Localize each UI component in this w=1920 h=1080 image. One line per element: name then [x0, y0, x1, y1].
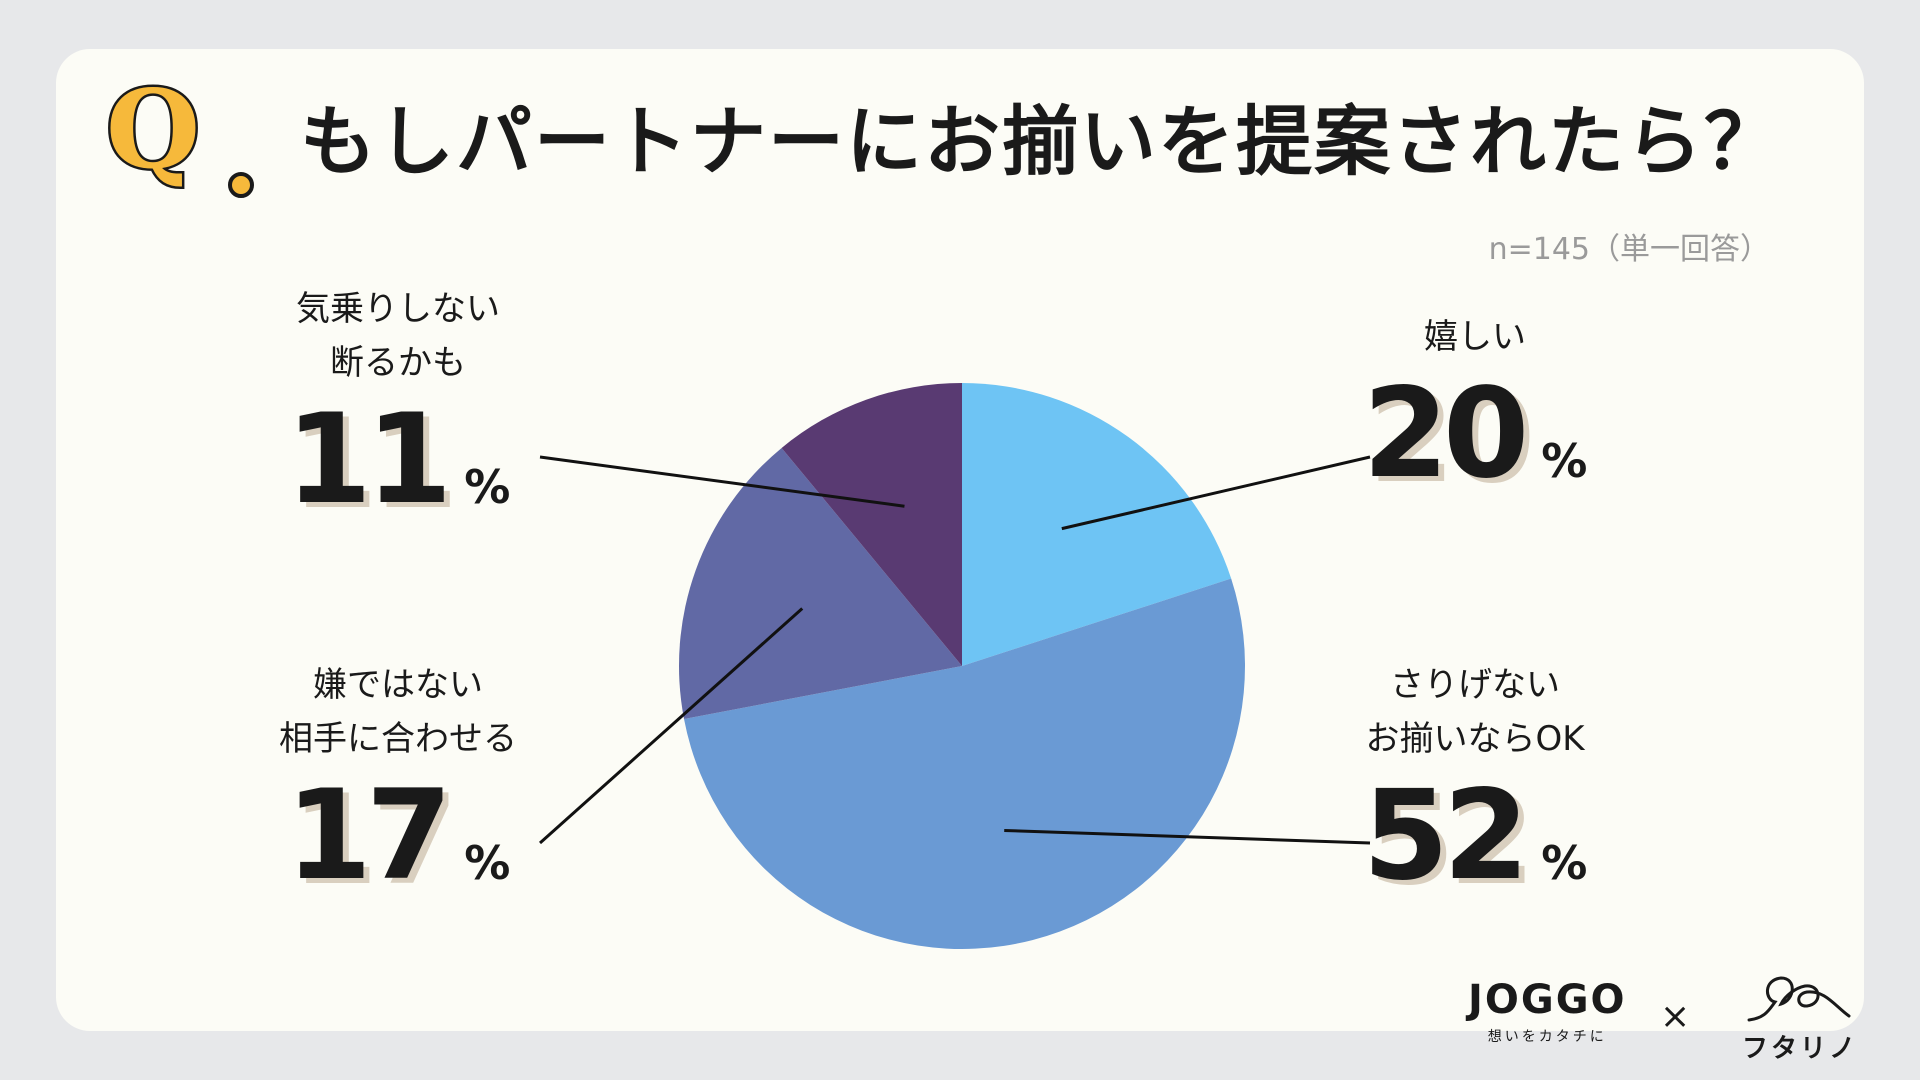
joggo-brand: JOGGO	[1468, 977, 1627, 1023]
futarino-rings-icon	[1747, 976, 1851, 1022]
percent-sign: %	[464, 460, 511, 514]
slice-percent-value: 52	[1362, 764, 1530, 908]
slice-label-text: 嬉しい	[1424, 317, 1526, 357]
slice-percent-value: 17	[285, 764, 453, 908]
joggo-logo: JOGGO 想いをカタチに	[1468, 980, 1627, 1046]
question-letter: Q	[103, 67, 202, 193]
futarino-logo: フタリノ	[1740, 970, 1860, 1070]
question-marker: Q	[103, 74, 256, 202]
sample-size-note: n=145（単一回答）	[1488, 232, 1770, 267]
pie-slice-ureshii	[962, 383, 1232, 666]
slice-label-ureshii: 嬉しい 20 %	[1360, 310, 1590, 496]
joggo-tagline: 想いをカタチに	[1487, 1029, 1607, 1045]
slice-percent-value: 11	[285, 388, 453, 532]
leader-line-sarigenai	[1004, 828, 1371, 845]
question-dot	[228, 172, 254, 198]
leader-line-iyadewanai	[539, 607, 804, 845]
pie-slice-kinori	[781, 383, 962, 666]
slice-label-text: 気乗りしない 断るかも	[296, 289, 500, 383]
futarino-brand: フタリノ	[1741, 1034, 1858, 1064]
percent-sign: %	[464, 836, 511, 890]
pie-slice-sarigenai	[684, 578, 1245, 949]
slice-label-kinori: 気乗りしない 断るかも 11 %	[268, 282, 528, 522]
slice-label-text: 嫌ではない 相手に合わせる	[279, 665, 517, 759]
pie-slice-iyadewanai	[679, 447, 962, 720]
slice-percent-value: 20	[1362, 362, 1530, 506]
slice-label-iyadewanai: 嫌ではない 相手に合わせる 17 %	[258, 658, 538, 898]
percent-sign: %	[1541, 836, 1588, 890]
percent-sign: %	[1541, 434, 1588, 488]
slice-label-sarigenai: さりげない お揃いならOK 52 %	[1335, 658, 1615, 898]
leader-line-ureshii	[1061, 455, 1371, 531]
slice-label-text: さりげない お揃いならOK	[1365, 665, 1585, 759]
chart-title: もしパートナーにお揃いを提案されたら？	[300, 97, 1782, 186]
leader-line-kinori	[539, 455, 905, 508]
collab-separator: ×	[1660, 996, 1691, 1037]
